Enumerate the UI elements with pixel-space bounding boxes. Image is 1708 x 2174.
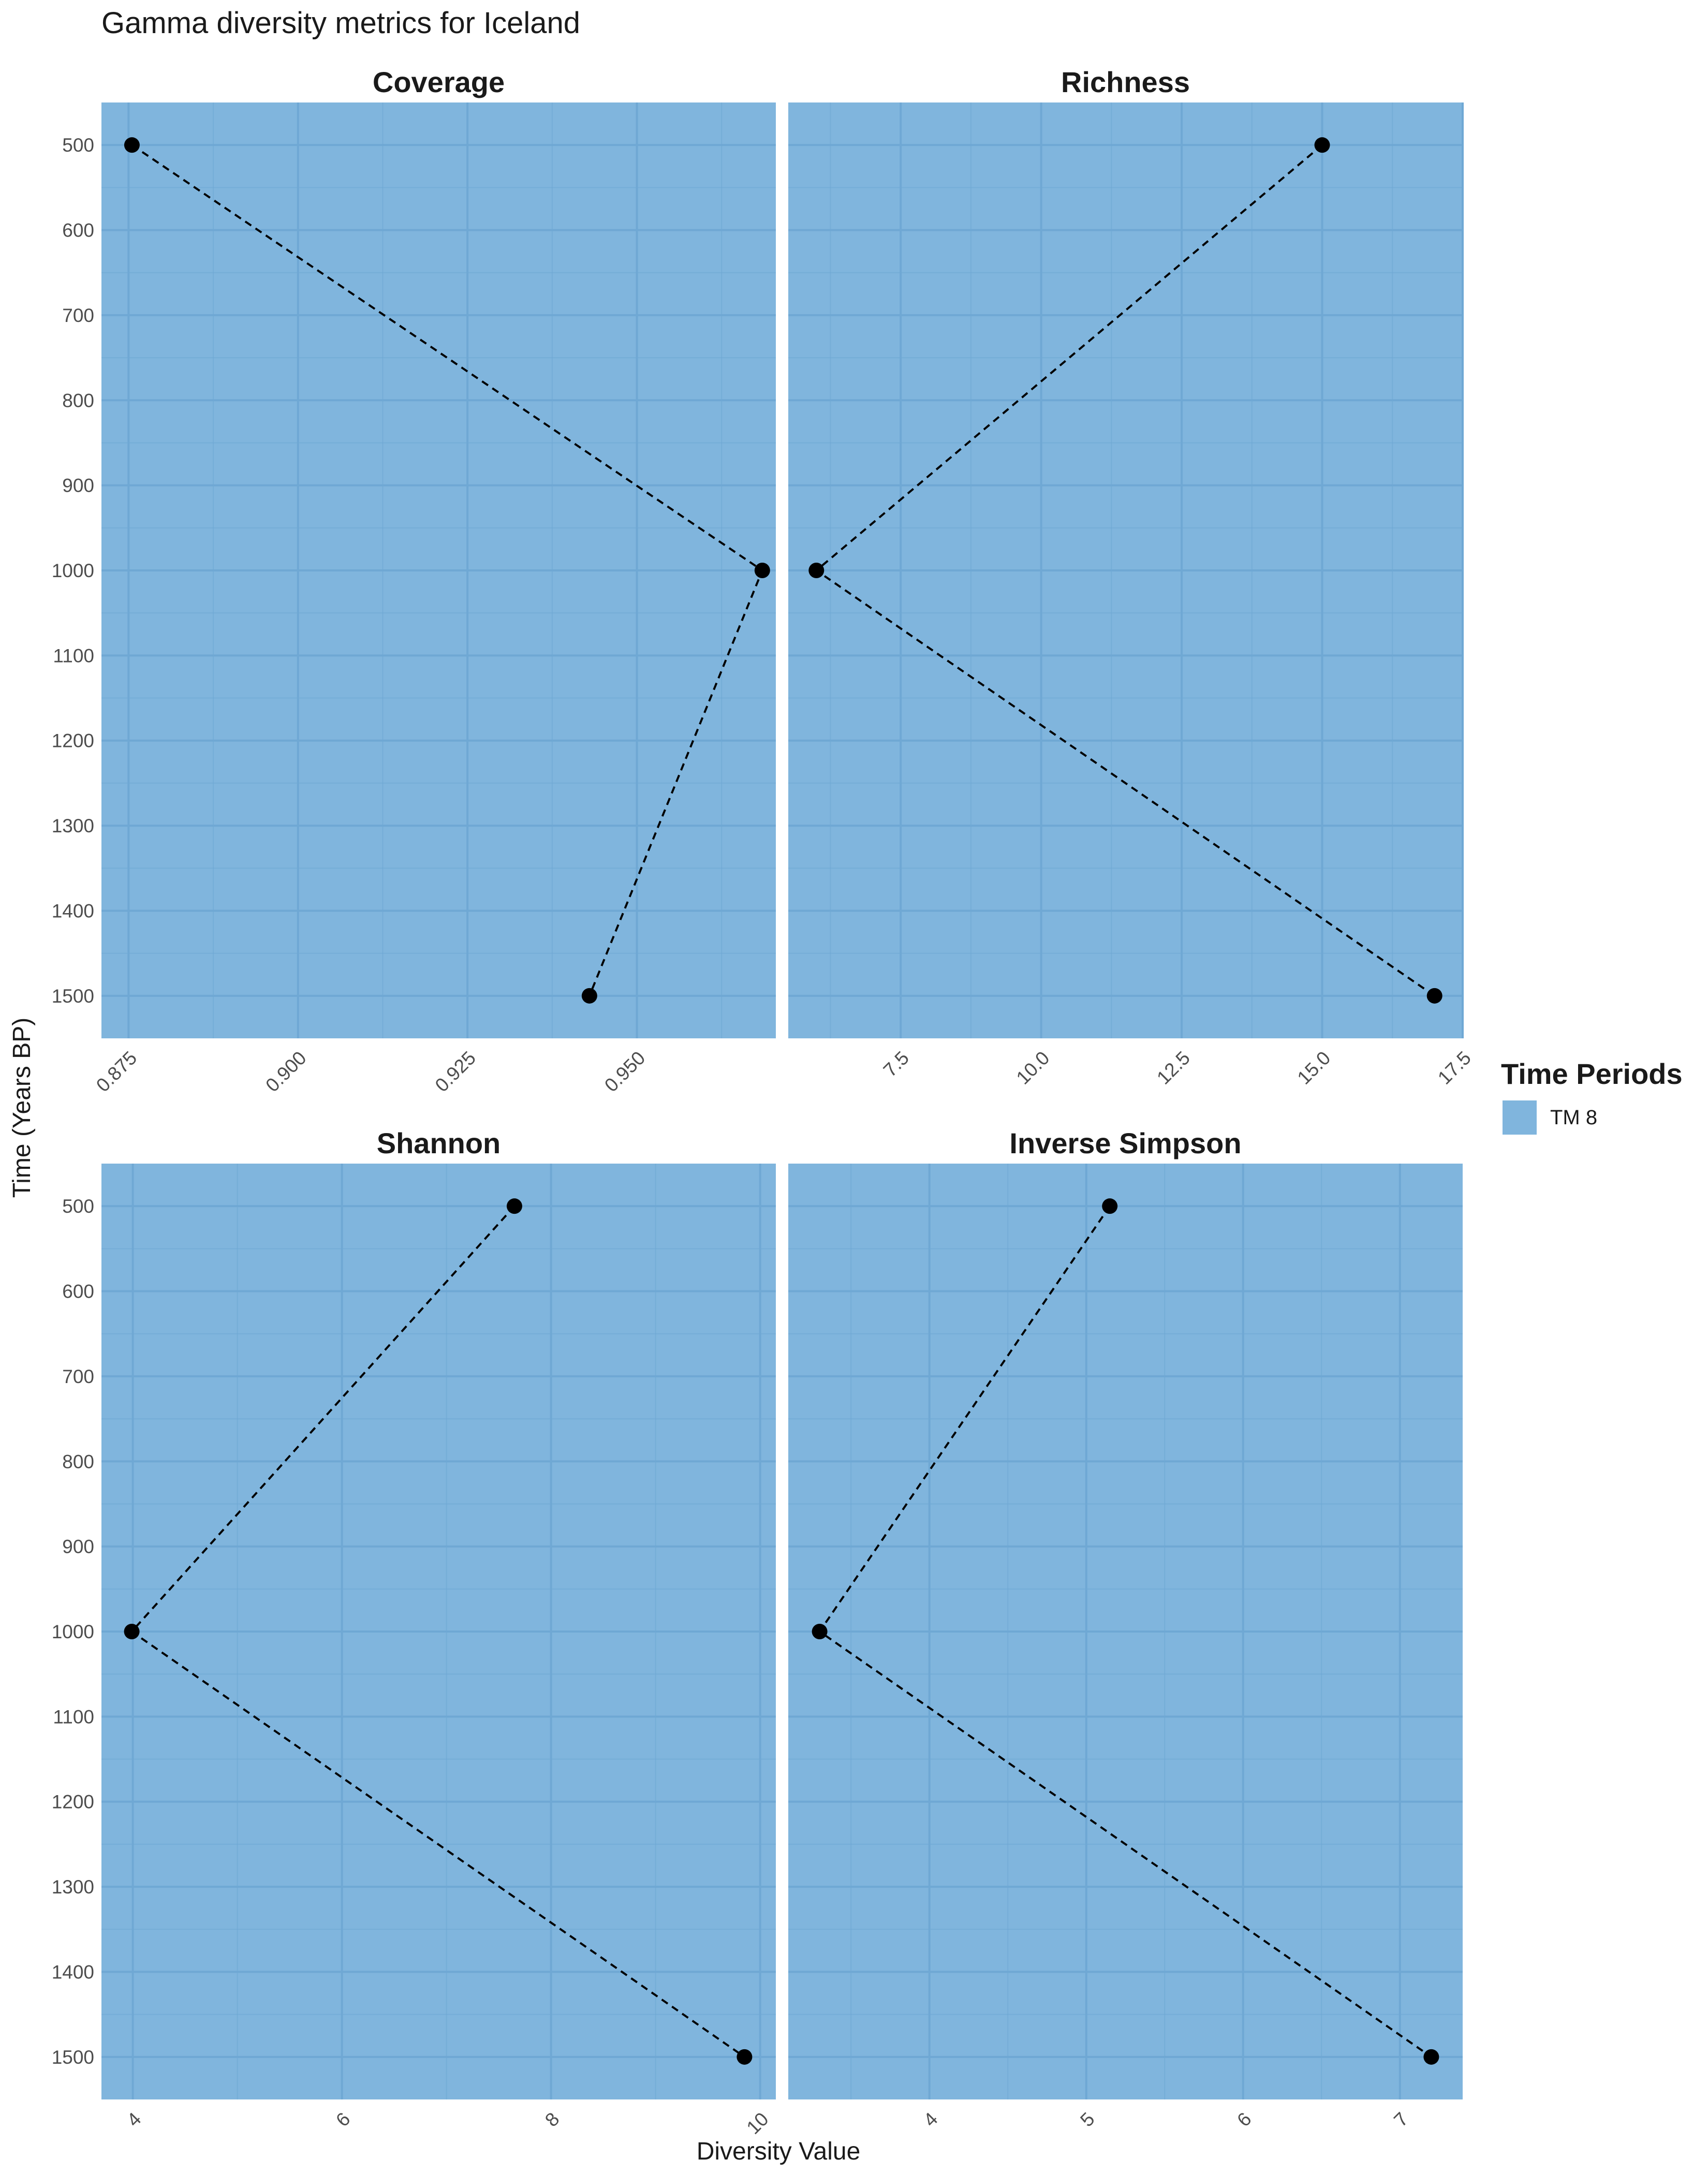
y-tick-label: 900: [62, 1536, 94, 1558]
x-tick-label: 7.5: [879, 1047, 913, 1081]
y-tick-label: 600: [62, 1281, 94, 1302]
x-tick-label: 0.900: [261, 1047, 310, 1096]
x-tick-label: 4: [919, 2108, 942, 2131]
y-tick-label: 500: [62, 1196, 94, 1217]
y-tick-label: 1100: [53, 645, 94, 666]
x-tick-label: 6: [1233, 2108, 1256, 2131]
facet-title: Inverse Simpson: [1009, 1127, 1241, 1159]
y-tick-label: 1400: [52, 1961, 94, 1982]
facet-title: Coverage: [373, 66, 505, 98]
data-point: [812, 1624, 828, 1639]
x-tick-label: 17.5: [1434, 1047, 1475, 1089]
data-point: [1423, 2049, 1439, 2065]
facet-title: Shannon: [377, 1127, 501, 1159]
legend-key-swatch: [1503, 1100, 1537, 1135]
y-tick-label: 1200: [52, 730, 94, 752]
y-tick-label: 1300: [52, 815, 94, 836]
y-tick-label: 1500: [52, 2047, 94, 2068]
data-point: [124, 137, 140, 153]
legend-item-label: TM 8: [1550, 1106, 1597, 1129]
x-axis-title: Diversity Value: [697, 2138, 861, 2165]
x-tick-label: 0.875: [92, 1047, 141, 1096]
y-tick-label: 800: [62, 1451, 94, 1472]
data-point: [1314, 137, 1330, 153]
y-tick-label: 600: [62, 220, 94, 241]
x-tick-label: 7: [1390, 2108, 1412, 2131]
y-axis-title: Time (Years BP): [8, 1018, 36, 1198]
y-tick-label: 700: [62, 305, 94, 326]
facet-panel: Richness 7.5 10.0 12.5 15.0 17.5: [788, 66, 1475, 1089]
x-tick-label: 8: [541, 2108, 564, 2131]
x-tick-label: 12.5: [1153, 1047, 1194, 1089]
y-tick-label: 1200: [52, 1791, 94, 1813]
x-tick-label: 4: [123, 2108, 145, 2131]
data-point: [581, 988, 597, 1004]
y-tick-label: 1000: [52, 560, 94, 581]
data-point: [506, 1198, 522, 1214]
x-tick-label: 0.950: [600, 1047, 649, 1096]
data-point: [1426, 988, 1442, 1004]
x-tick-label: 5: [1076, 2108, 1099, 2131]
y-tick-label: 1300: [52, 1876, 94, 1898]
x-tick-label: 15.0: [1293, 1047, 1335, 1089]
y-tick-label: 1000: [52, 1621, 94, 1642]
x-tick-label: 0.925: [431, 1047, 480, 1096]
facet-panel: Coverage 500 600 700 800 900 1000 1100 1200 1300 1…: [52, 66, 776, 1096]
facet-title: Richness: [1061, 66, 1190, 98]
y-tick-label: 1100: [53, 1706, 94, 1727]
legend: Time Periods TM 8: [1501, 1057, 1683, 1135]
facet-panel: Inverse Simpson 4 5 6 7: [788, 1127, 1463, 2131]
data-point: [754, 563, 770, 578]
legend-title: Time Periods: [1501, 1057, 1683, 1090]
y-tick-label: 500: [62, 135, 94, 156]
x-tick-label: 10: [743, 2108, 773, 2138]
facet-panels: Coverage 500 600 700 800 900 1000 1100 1200 1300 1…: [52, 66, 1475, 2138]
y-tick-label: 800: [62, 390, 94, 411]
data-point: [124, 1624, 140, 1639]
chart-title: Gamma diversity metrics for Iceland: [101, 6, 580, 40]
x-tick-label: 6: [332, 2108, 355, 2131]
data-point: [1102, 1198, 1118, 1214]
data-point: [808, 563, 824, 578]
y-tick-label: 900: [62, 475, 94, 496]
x-tick-label: 10.0: [1012, 1047, 1054, 1089]
data-point: [737, 2049, 753, 2065]
y-tick-label: 700: [62, 1366, 94, 1387]
y-tick-label: 1400: [52, 900, 94, 921]
y-tick-label: 1500: [52, 986, 94, 1007]
facet-panel: Shannon 500 600 700 800 900 1000 1100 1200 1300 14…: [52, 1127, 776, 2138]
